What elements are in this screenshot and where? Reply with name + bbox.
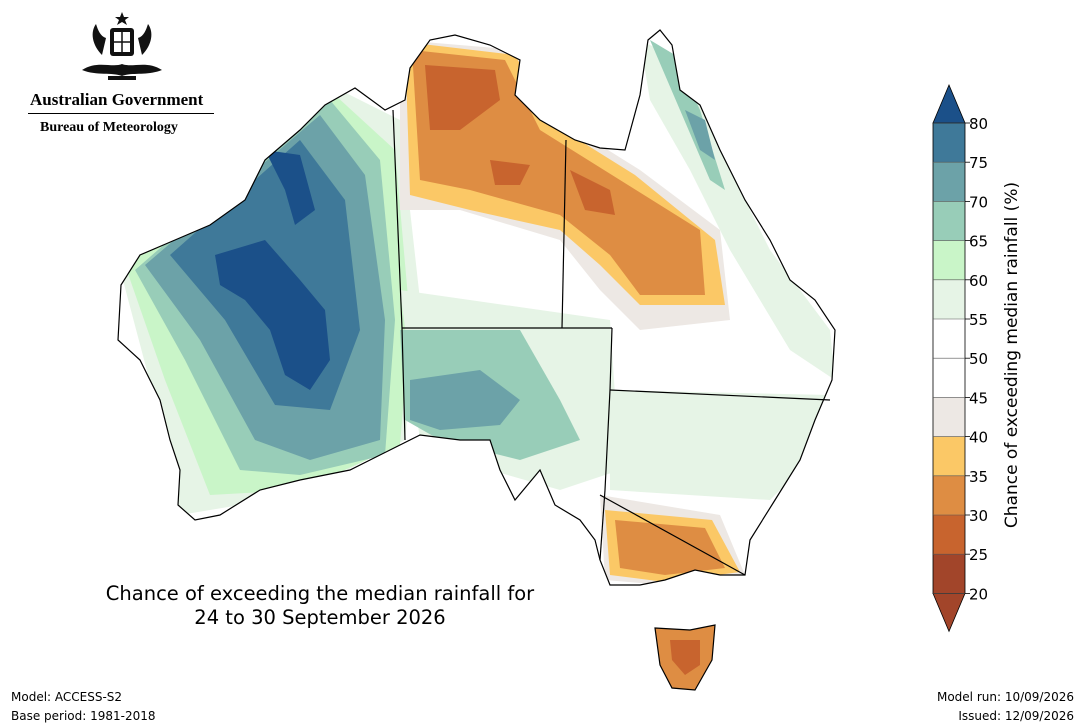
band-30-35-north xyxy=(412,50,705,295)
colorbar-label: Chance of exceeding median rainfall (%) xyxy=(1002,182,1022,528)
colorbar-tick-label: 70 xyxy=(969,193,988,211)
tasmania-core xyxy=(670,640,700,675)
colorbar-tick-label: 45 xyxy=(969,389,988,407)
footer-right: Model run: 10/09/2026 Issued: 12/09/2026 xyxy=(937,688,1074,726)
band-25-30-north xyxy=(425,65,615,215)
map-title: Chance of exceeding the median rainfall … xyxy=(80,582,560,630)
colorbar-arrow-top xyxy=(932,83,966,124)
logo-divider xyxy=(28,113,214,114)
colorbar-segment xyxy=(933,201,965,241)
colorbar-segment xyxy=(933,240,965,280)
colorbar-segment xyxy=(933,397,965,437)
band-55-60-southeast xyxy=(610,390,830,500)
colorbar-legend: 80 75 70 65 60 55 50 45 40 35 30 25 20 Chance of exc… xyxy=(932,83,1022,633)
footer-left: Model: ACCESS-S2 Base period: 1981-2018 xyxy=(11,688,156,726)
base-period: Base period: 1981-2018 xyxy=(11,709,156,723)
colorbar-tick-label: 55 xyxy=(969,311,988,329)
colorbar-tick-label: 25 xyxy=(969,546,988,564)
colorbar-arrow-bottom xyxy=(932,593,966,633)
colorbar-tick-label: 60 xyxy=(969,272,988,290)
colorbar-segment xyxy=(933,436,965,476)
bom-logo: Australian Government Bureau of Meteorol… xyxy=(22,10,222,140)
map-title-line1: Chance of exceeding the median rainfall … xyxy=(105,582,535,605)
coat-of-arms-emblem xyxy=(82,12,162,80)
colorbar-segment xyxy=(933,554,965,594)
colorbar-tick-label: 30 xyxy=(969,507,988,525)
government-name: Australian Government xyxy=(30,90,204,109)
colorbar-segment xyxy=(933,475,965,515)
band-80-west xyxy=(215,150,330,390)
colorbar-segment xyxy=(933,319,965,359)
colorbar-segment xyxy=(933,162,965,202)
colorbar-segment xyxy=(933,279,965,319)
colorbar-tick-label: 20 xyxy=(969,585,988,603)
colorbar-segments xyxy=(932,83,966,633)
colorbar-tick-label: 35 xyxy=(969,468,988,486)
colorbar-segment xyxy=(933,515,965,555)
colorbar-ticks: 80 75 70 65 60 55 50 45 40 35 30 25 20 xyxy=(933,115,988,603)
model-run-date: Model run: 10/09/2026 xyxy=(936,690,1074,704)
colorbar-segment xyxy=(933,358,965,398)
band-30-35-victoria xyxy=(615,520,725,575)
agency-name: Bureau of Meteorology xyxy=(40,120,178,135)
colorbar-tick-label: 50 xyxy=(969,350,988,368)
state-borders xyxy=(392,109,831,576)
model-name: Model: ACCESS-S2 xyxy=(11,690,123,704)
rainfall-outlook-map xyxy=(117,29,836,691)
issued-date: Issued: 12/09/2026 xyxy=(958,709,1074,723)
band-70-75-central xyxy=(410,370,520,430)
band-70-75-east-coast xyxy=(685,110,715,160)
colorbar-tick-label: 40 xyxy=(969,429,988,447)
colorbar-tick-label: 65 xyxy=(969,233,988,251)
australia-coastline xyxy=(117,29,836,586)
map-title-line2: 24 to 30 September 2026 xyxy=(194,606,446,629)
colorbar-tick-label: 75 xyxy=(969,154,988,172)
colorbar-segment xyxy=(933,123,965,163)
colorbar-tick-label: 80 xyxy=(969,115,988,133)
